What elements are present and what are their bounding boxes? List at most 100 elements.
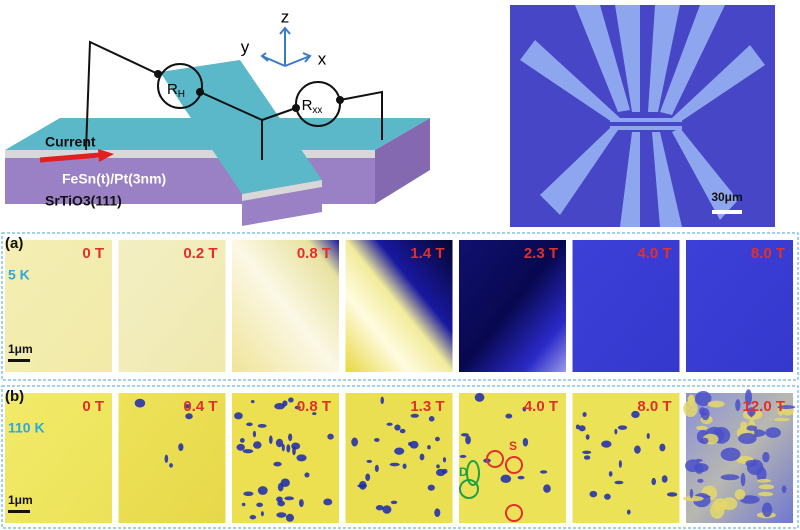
domain-spot (683, 495, 704, 502)
domain-spot (239, 438, 245, 443)
field-label: 1.4 T (410, 245, 444, 262)
domain-spot (257, 423, 267, 428)
domain-spot (390, 500, 398, 505)
domain-spot (304, 472, 310, 478)
domain-spot (366, 459, 373, 463)
domain-spot (777, 405, 796, 410)
domain-spot (375, 505, 384, 511)
domain-spot (394, 424, 401, 431)
mfm-image (345, 240, 453, 372)
domain-spot (257, 486, 268, 495)
field-label: 2.3 T (524, 245, 558, 262)
temperature-label: 5 K (8, 267, 30, 283)
field-label: 0.2 T (183, 245, 217, 262)
field-label: 0.4 T (183, 398, 217, 415)
domain-spot (275, 438, 284, 448)
domain-spot (382, 505, 392, 514)
domain-spot (394, 447, 405, 455)
rh-label: RH (167, 81, 185, 100)
domain-spot (618, 460, 622, 468)
domain-spot (740, 472, 746, 487)
domain-spot (386, 422, 393, 426)
field-label: 0.8 T (297, 245, 331, 262)
domain-spot (242, 449, 254, 454)
domain-spot (274, 403, 285, 410)
domain-spot (277, 500, 286, 507)
domain-spot (236, 443, 245, 451)
domain-spot (409, 440, 419, 449)
domain-spot (758, 484, 775, 490)
field-label: 4.0 T (524, 398, 558, 415)
domain-spot (459, 454, 467, 458)
wires (85, 40, 383, 160)
domain-spot (249, 515, 257, 520)
scale-bar (8, 510, 30, 513)
domain-spot (582, 450, 592, 455)
domain-spot (246, 422, 253, 427)
domain-spot (777, 401, 785, 416)
domain-spot (689, 488, 694, 499)
domain-spot (707, 400, 725, 408)
domain-spot (427, 445, 431, 450)
domain-spot (164, 454, 169, 463)
domain-spot (500, 474, 512, 483)
domain-spot (351, 437, 358, 447)
domain-spot (773, 417, 791, 422)
domain-spot (582, 412, 587, 418)
domain-spot (522, 437, 529, 447)
domain-spot (539, 470, 548, 474)
mfm-image (5, 393, 112, 523)
domain-spot (765, 427, 781, 438)
domain-spot (697, 478, 704, 483)
domain-spot (408, 441, 412, 446)
domain-spot (134, 398, 146, 408)
domain-spot (762, 451, 770, 463)
domain-spot (402, 463, 407, 469)
domain-spot (631, 410, 640, 419)
marker-s (486, 450, 504, 468)
marker-s (505, 456, 523, 474)
field-label: 8.0 T (751, 245, 785, 262)
domain-spot (288, 433, 293, 442)
domain-spot (374, 438, 380, 443)
domain-spot (734, 488, 746, 500)
panel-b-frame (1, 385, 799, 529)
field-label: 0.8 T (297, 398, 331, 415)
domain-spot (428, 416, 435, 422)
domain-spot (252, 430, 257, 438)
domain-spot (296, 454, 307, 462)
domain-spot (720, 474, 740, 481)
domain-spot (285, 513, 295, 522)
temperature-label: 110 K (8, 420, 45, 436)
domain-spot (374, 464, 379, 473)
domain-spot (288, 397, 294, 403)
panel-label: (b) (5, 388, 24, 405)
domain-spot (389, 462, 400, 467)
domain-spot (419, 453, 425, 461)
domain-spot (327, 433, 334, 440)
mfm-image (686, 240, 793, 372)
domain-spot (617, 425, 628, 430)
domain-spot (474, 392, 485, 402)
domain-spot (365, 473, 371, 481)
domain-spot (683, 400, 698, 418)
domain-spot (721, 497, 738, 511)
domain-spot (294, 405, 301, 410)
domain-spot (185, 413, 193, 420)
panel-label: (a) (5, 235, 23, 252)
domain-spot (436, 464, 440, 469)
domain-spot (256, 502, 264, 508)
marker-d (459, 479, 479, 499)
domain-spot (757, 491, 774, 497)
mfm-image (572, 393, 680, 523)
domain-spot (589, 490, 598, 498)
domain-spot (184, 404, 192, 409)
domain-spot (358, 480, 367, 490)
domain-spot (169, 463, 174, 468)
domain-spot (749, 411, 754, 418)
domain-spot (234, 412, 243, 420)
mfm-image (5, 240, 112, 372)
domain-spot (178, 443, 184, 451)
scale-bar (8, 359, 30, 362)
